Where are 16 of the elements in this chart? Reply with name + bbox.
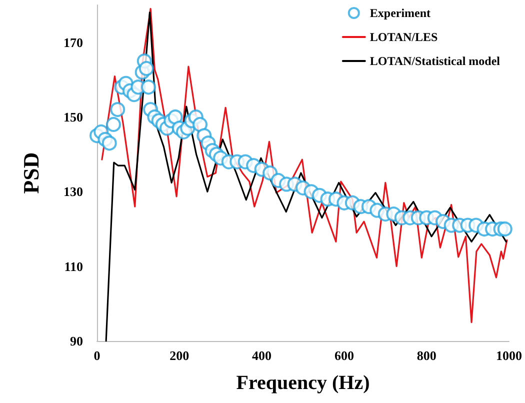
x-tick-label: 200 [170,348,190,363]
x-axis-title: Frequency (Hz) [236,372,370,394]
legend-label: LOTAN/Statistical model [370,54,501,68]
x-tick-label: 0 [94,348,100,363]
y-tick-label: 150 [64,110,83,124]
legend-label: LOTAN/LES [370,30,438,44]
y-axis-title: PSD [18,152,44,194]
y-tick-label: 110 [64,258,83,274]
y-tick-label: 130 [64,184,83,200]
legend-label: Experiment [370,6,431,20]
y-tick-label: 170 [64,34,83,50]
y-tick-label: 90 [70,334,83,348]
x-tick-label: 1000 [496,348,522,363]
x-tick-label: 600 [334,348,354,363]
x-tick-label: 800 [416,348,436,363]
x-tick-label: 400 [252,348,272,363]
